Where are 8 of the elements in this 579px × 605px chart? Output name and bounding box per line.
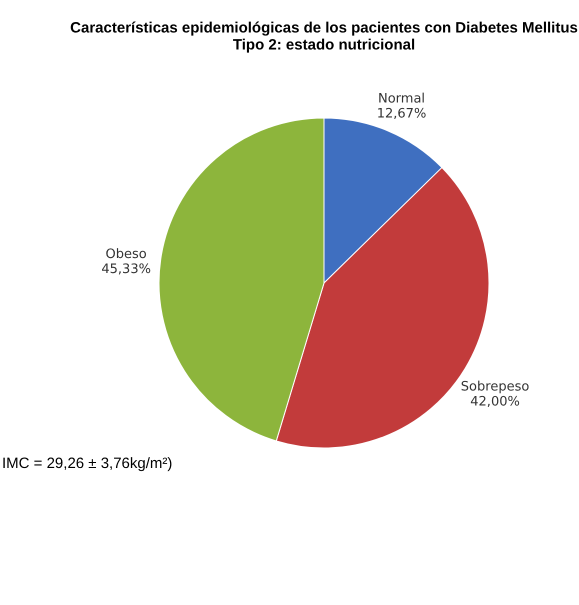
chart-title: Características epidemiológicas de los pacientes con Diabetes Mellitus Tipo 2: estado nutricional — [70, 20, 578, 54]
slice-label: Sobrepeso — [460, 380, 530, 395]
slice-label: Obeso — [106, 246, 147, 262]
data-label: 12,67% — [376, 106, 426, 122]
text: IMC = 29,26 ± 3,76kg/m²) — [2, 455, 172, 472]
slice-label: Normal — [378, 92, 426, 107]
data-label: 42,00% — [470, 394, 520, 410]
data-label: 45,33% — [101, 262, 151, 277]
